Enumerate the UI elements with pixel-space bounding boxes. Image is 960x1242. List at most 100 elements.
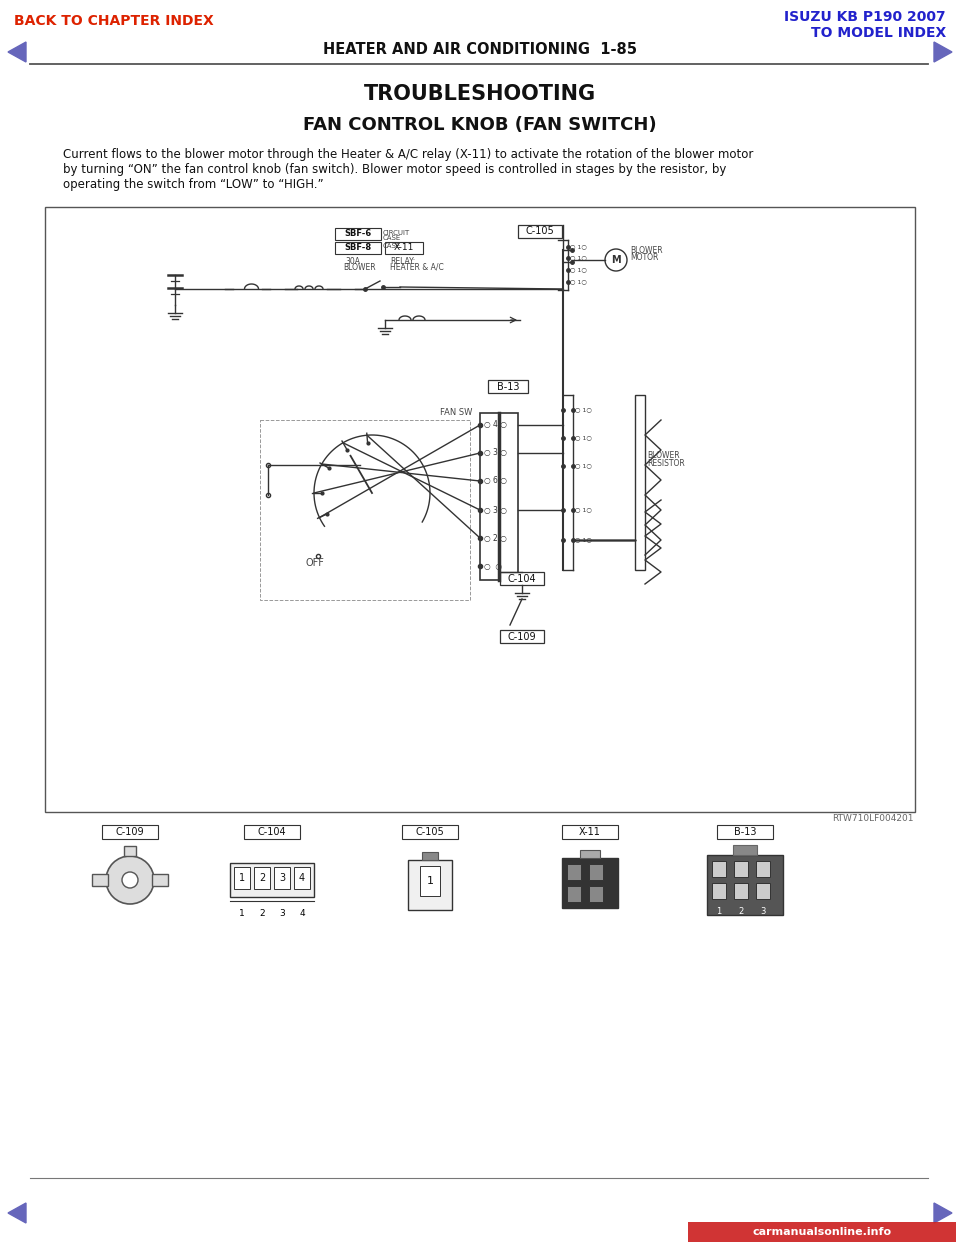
Text: 2: 2 (738, 907, 744, 917)
Text: BLOWER: BLOWER (630, 246, 662, 255)
Circle shape (605, 248, 627, 271)
Text: 4: 4 (300, 909, 305, 918)
Text: ISUZU KB P190 2007: ISUZU KB P190 2007 (784, 10, 946, 24)
Text: FAN CONTROL KNOB (FAN SWITCH): FAN CONTROL KNOB (FAN SWITCH) (303, 116, 657, 134)
Text: C-104: C-104 (257, 827, 286, 837)
Text: FAN SW: FAN SW (440, 409, 472, 417)
Text: B-13: B-13 (733, 827, 756, 837)
Text: by turning “ON” the fan control knob (fan switch). Blower motor speed is control: by turning “ON” the fan control knob (fa… (63, 163, 727, 176)
Bar (733, 845, 757, 854)
Bar (402, 825, 458, 840)
Text: BLOWER: BLOWER (343, 263, 375, 272)
Text: ○ 1○: ○ 1○ (570, 279, 587, 284)
Bar (422, 852, 438, 859)
Text: TO MODEL INDEX: TO MODEL INDEX (811, 26, 946, 40)
Bar (500, 573, 544, 585)
Text: ○ 2 ○: ○ 2 ○ (484, 534, 507, 543)
Text: BLOWER: BLOWER (647, 451, 680, 460)
Text: operating the switch from “LOW” to “HIGH.”: operating the switch from “LOW” to “HIGH… (63, 178, 324, 191)
Bar (562, 858, 618, 908)
Text: RESISTOR: RESISTOR (647, 458, 684, 467)
Bar (234, 867, 250, 889)
Bar (567, 886, 581, 902)
Text: 4: 4 (299, 873, 305, 883)
Bar (124, 846, 136, 856)
Text: ○ 4 ○: ○ 4 ○ (484, 421, 507, 430)
Bar (335, 242, 381, 255)
Bar (688, 1222, 956, 1242)
Bar (712, 861, 726, 877)
Text: 3: 3 (279, 873, 285, 883)
Text: 3: 3 (279, 909, 285, 918)
Text: 2: 2 (259, 909, 265, 918)
Text: SBF-6: SBF-6 (345, 230, 372, 238)
Bar (260, 420, 470, 600)
Text: BACK TO CHAPTER INDEX: BACK TO CHAPTER INDEX (14, 14, 214, 29)
Polygon shape (8, 1203, 26, 1223)
Bar (420, 866, 440, 895)
Text: C-109: C-109 (116, 827, 144, 837)
Bar (294, 867, 310, 889)
Text: B-13: B-13 (496, 381, 519, 391)
Bar (756, 861, 770, 877)
Bar (567, 864, 581, 881)
Bar (707, 854, 783, 915)
Circle shape (106, 856, 154, 904)
Bar (717, 825, 773, 840)
Polygon shape (934, 1203, 952, 1223)
Bar (385, 242, 423, 255)
Bar (580, 850, 600, 858)
Text: RTW710LF004201: RTW710LF004201 (832, 814, 914, 823)
Text: ○ 1○: ○ 1○ (575, 463, 592, 468)
Text: M: M (612, 255, 621, 265)
Text: CIRCUIT: CIRCUIT (383, 230, 410, 236)
Bar (92, 874, 108, 886)
Text: 30A: 30A (345, 257, 360, 266)
Bar (734, 883, 748, 899)
Bar (254, 867, 270, 889)
Bar (274, 867, 290, 889)
Text: ○ 3 ○: ○ 3 ○ (484, 448, 507, 457)
Text: ○ 1○: ○ 1○ (575, 508, 592, 513)
Bar (230, 863, 314, 897)
Bar (500, 630, 544, 643)
Bar (562, 825, 618, 840)
Text: carmanualsonline.info: carmanualsonline.info (753, 1227, 892, 1237)
Bar (244, 825, 300, 840)
Polygon shape (934, 42, 952, 62)
Bar (756, 883, 770, 899)
Text: HEATER AND AIR CONDITIONING  1-85: HEATER AND AIR CONDITIONING 1-85 (323, 42, 637, 57)
Bar (45, 207, 915, 812)
Text: 2: 2 (259, 873, 265, 883)
Text: 1: 1 (239, 909, 245, 918)
Bar (589, 886, 603, 902)
Text: 1: 1 (239, 873, 245, 883)
Text: ○ 3 ○: ○ 3 ○ (484, 505, 507, 514)
Bar (518, 225, 562, 238)
Text: CASE: CASE (383, 235, 401, 241)
Text: ○ 1○: ○ 1○ (570, 256, 587, 261)
Bar (335, 229, 381, 240)
Text: 1: 1 (426, 876, 434, 886)
Text: Current flows to the blower motor through the Heater & A/C relay (X-11) to activ: Current flows to the blower motor throug… (63, 148, 754, 161)
Text: X-11: X-11 (579, 827, 601, 837)
Text: ○  ○: ○ ○ (484, 561, 502, 570)
Text: ○ 1○: ○ 1○ (575, 538, 592, 543)
Text: 1: 1 (716, 907, 722, 917)
Text: C-105: C-105 (526, 226, 554, 236)
Bar (488, 380, 528, 392)
Bar (589, 864, 603, 881)
Bar (734, 861, 748, 877)
Text: C-109: C-109 (508, 631, 537, 642)
Text: SBF-8: SBF-8 (345, 243, 372, 252)
Circle shape (122, 872, 138, 888)
Bar (408, 859, 452, 910)
Text: C-104: C-104 (508, 574, 537, 584)
Bar (480, 414, 518, 580)
Text: ○ 1○: ○ 1○ (575, 407, 592, 412)
Text: ○ 1○: ○ 1○ (575, 436, 592, 441)
Text: HEATER & A/C: HEATER & A/C (390, 263, 444, 272)
Text: ○ 6 ○: ○ 6 ○ (484, 477, 507, 486)
Bar (152, 874, 168, 886)
Bar (712, 883, 726, 899)
